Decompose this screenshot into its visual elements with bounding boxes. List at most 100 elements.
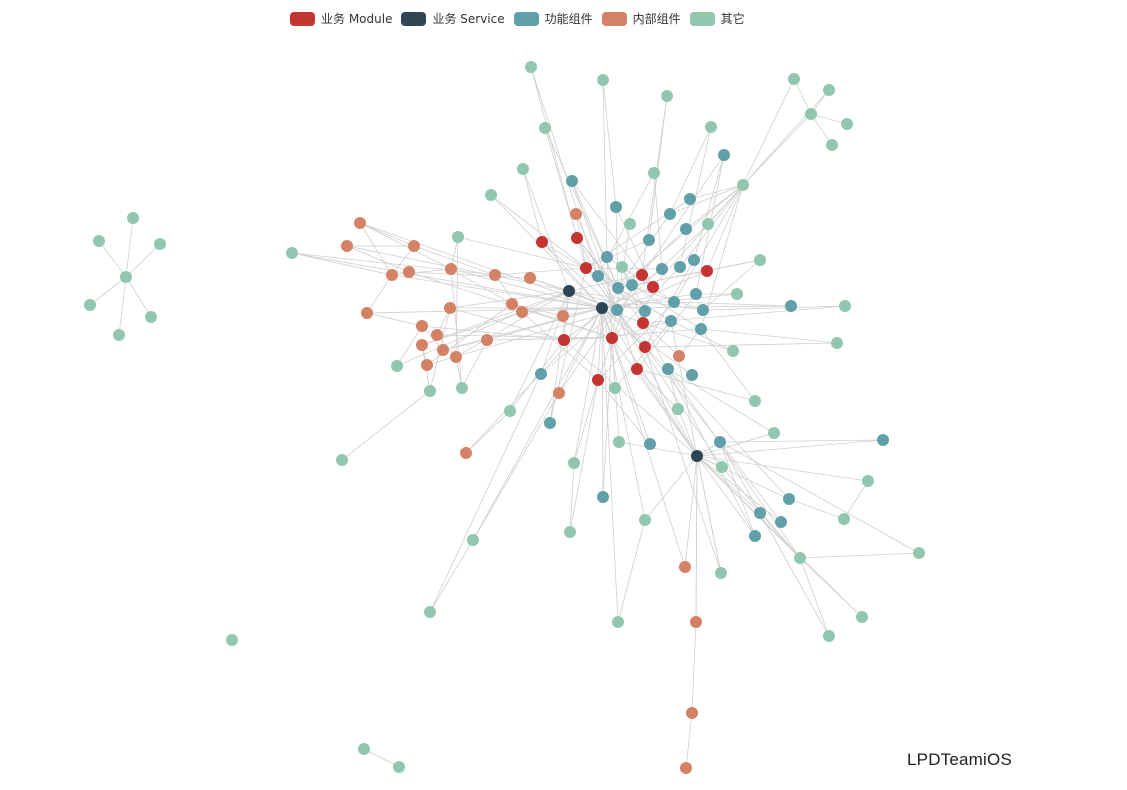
graph-node-functional[interactable]: [643, 234, 655, 246]
graph-node-other[interactable]: [856, 611, 868, 623]
graph-node-internal[interactable]: [481, 334, 493, 346]
graph-node-functional[interactable]: [714, 436, 726, 448]
graph-node-other[interactable]: [120, 271, 132, 283]
graph-node-functional[interactable]: [662, 363, 674, 375]
graph-node-functional[interactable]: [877, 434, 889, 446]
graph-node-internal[interactable]: [403, 266, 415, 278]
graph-node-internal[interactable]: [524, 272, 536, 284]
graph-node-other[interactable]: [702, 218, 714, 230]
graph-node-functional[interactable]: [718, 149, 730, 161]
graph-node-functional[interactable]: [664, 208, 676, 220]
graph-node-functional[interactable]: [644, 438, 656, 450]
graph-node-other[interactable]: [336, 454, 348, 466]
legend-item-module[interactable]: 业务 Module: [290, 10, 392, 27]
graph-node-other[interactable]: [93, 235, 105, 247]
graph-node-functional[interactable]: [674, 261, 686, 273]
graph-node-other[interactable]: [788, 73, 800, 85]
graph-node-other[interactable]: [113, 329, 125, 341]
graph-node-other[interactable]: [597, 74, 609, 86]
graph-node-functional[interactable]: [592, 270, 604, 282]
graph-node-other[interactable]: [749, 395, 761, 407]
graph-node-internal[interactable]: [354, 217, 366, 229]
graph-node-functional[interactable]: [601, 251, 613, 263]
graph-node-module[interactable]: [571, 232, 583, 244]
graph-node-functional[interactable]: [783, 493, 795, 505]
graph-node-other[interactable]: [727, 345, 739, 357]
graph-node-other[interactable]: [913, 547, 925, 559]
graph-node-other[interactable]: [768, 427, 780, 439]
graph-node-module[interactable]: [580, 262, 592, 274]
graph-node-internal[interactable]: [444, 302, 456, 314]
graph-node-functional[interactable]: [684, 193, 696, 205]
graph-node-module[interactable]: [647, 281, 659, 293]
graph-node-other[interactable]: [831, 337, 843, 349]
graph-node-other[interactable]: [661, 90, 673, 102]
graph-node-internal[interactable]: [408, 240, 420, 252]
graph-node-functional[interactable]: [535, 368, 547, 380]
graph-node-other[interactable]: [639, 514, 651, 526]
graph-node-internal[interactable]: [506, 298, 518, 310]
graph-node-other[interactable]: [826, 139, 838, 151]
graph-node-functional[interactable]: [697, 304, 709, 316]
graph-node-functional[interactable]: [695, 323, 707, 335]
graph-node-functional[interactable]: [610, 201, 622, 213]
graph-node-other[interactable]: [823, 84, 835, 96]
graph-node-functional[interactable]: [612, 282, 624, 294]
graph-node-other[interactable]: [823, 630, 835, 642]
graph-node-internal[interactable]: [431, 329, 443, 341]
graph-node-functional[interactable]: [611, 304, 623, 316]
graph-node-other[interactable]: [452, 231, 464, 243]
graph-node-module[interactable]: [701, 265, 713, 277]
graph-node-other[interactable]: [424, 606, 436, 618]
graph-node-internal[interactable]: [686, 707, 698, 719]
graph-node-other[interactable]: [841, 118, 853, 130]
graph-node-other[interactable]: [805, 108, 817, 120]
graph-node-internal[interactable]: [489, 269, 501, 281]
legend-item-service[interactable]: 业务 Service: [401, 10, 505, 27]
graph-node-other[interactable]: [731, 288, 743, 300]
graph-node-other[interactable]: [716, 461, 728, 473]
graph-node-internal[interactable]: [570, 208, 582, 220]
graph-node-functional[interactable]: [665, 315, 677, 327]
graph-node-module[interactable]: [592, 374, 604, 386]
graph-node-internal[interactable]: [416, 320, 428, 332]
graph-node-other[interactable]: [154, 238, 166, 250]
graph-node-other[interactable]: [539, 122, 551, 134]
graph-node-internal[interactable]: [516, 306, 528, 318]
graph-node-other[interactable]: [715, 567, 727, 579]
graph-node-other[interactable]: [839, 300, 851, 312]
graph-node-functional[interactable]: [656, 263, 668, 275]
graph-node-functional[interactable]: [597, 491, 609, 503]
graph-node-internal[interactable]: [680, 762, 692, 774]
graph-node-other[interactable]: [393, 761, 405, 773]
graph-node-other[interactable]: [504, 405, 516, 417]
graph-node-functional[interactable]: [754, 507, 766, 519]
graph-node-other[interactable]: [226, 634, 238, 646]
graph-node-internal[interactable]: [553, 387, 565, 399]
graph-node-functional[interactable]: [785, 300, 797, 312]
graph-node-functional[interactable]: [566, 175, 578, 187]
graph-node-other[interactable]: [737, 179, 749, 191]
graph-node-internal[interactable]: [421, 359, 433, 371]
graph-node-internal[interactable]: [361, 307, 373, 319]
graph-node-functional[interactable]: [775, 516, 787, 528]
graph-node-other[interactable]: [568, 457, 580, 469]
graph-node-internal[interactable]: [437, 344, 449, 356]
graph-node-service[interactable]: [691, 450, 703, 462]
graph-node-other[interactable]: [672, 403, 684, 415]
legend-item-internal[interactable]: 内部组件: [601, 10, 681, 27]
graph-node-other[interactable]: [616, 261, 628, 273]
graph-node-other[interactable]: [127, 212, 139, 224]
graph-node-service[interactable]: [563, 285, 575, 297]
graph-node-other[interactable]: [391, 360, 403, 372]
graph-node-module[interactable]: [639, 341, 651, 353]
graph-node-internal[interactable]: [690, 616, 702, 628]
graph-node-internal[interactable]: [679, 561, 691, 573]
graph-node-internal[interactable]: [386, 269, 398, 281]
graph-node-internal[interactable]: [416, 339, 428, 351]
graph-node-other[interactable]: [794, 552, 806, 564]
graph-node-other[interactable]: [838, 513, 850, 525]
graph-node-other[interactable]: [517, 163, 529, 175]
graph-node-other[interactable]: [456, 382, 468, 394]
graph-node-other[interactable]: [754, 254, 766, 266]
